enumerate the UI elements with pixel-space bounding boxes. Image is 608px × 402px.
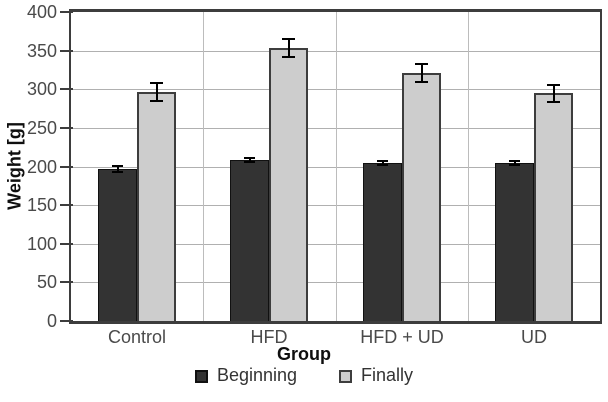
bar-finally-hfd (269, 48, 308, 323)
y-tick-300 (60, 88, 73, 90)
gridline-100 (71, 244, 600, 245)
legend-swatch-finally (339, 370, 353, 383)
error-bar-stem (513, 160, 516, 166)
y-tick-label-50: 50 (36, 272, 57, 292)
category-separator (203, 12, 204, 321)
y-tick-250 (60, 127, 73, 129)
gridline-350 (71, 51, 600, 52)
legend-label: Beginning (216, 365, 298, 385)
gridline-150 (71, 205, 600, 206)
error-bar-finally-ud (547, 84, 560, 103)
y-tick-label-0: 0 (46, 311, 57, 331)
y-tick-label-300: 300 (26, 79, 57, 99)
y-tick-label-400: 400 (26, 2, 57, 22)
gridline-50 (71, 282, 600, 283)
error-bar-finally-control (150, 82, 163, 102)
y-tick-label-350: 350 (26, 41, 57, 61)
error-bar-stem (381, 160, 384, 166)
y-tick-50 (60, 281, 73, 283)
y-tick-0 (60, 320, 73, 322)
legend-item-beginning: Beginning (194, 365, 298, 386)
legend-swatch-beginning (194, 370, 208, 383)
error-bar-finally-hfd-ud (415, 63, 428, 83)
x-tick-label-hfd-ud: HFD + UD (360, 327, 444, 347)
y-tick-350 (60, 50, 73, 52)
bar-beginning-ud (495, 163, 534, 323)
y-tick-label-150: 150 (26, 195, 57, 215)
legend: Beginning Finally (0, 365, 608, 386)
bar-finally-ud (534, 93, 573, 323)
bar-beginning-hfd-ud (363, 163, 402, 323)
plot-right-border (600, 9, 602, 324)
error-bar-beginning-hfd (244, 157, 255, 163)
bar-finally-hfd-ud (402, 73, 441, 323)
error-bar-beginning-ud (509, 160, 520, 166)
y-tick-label-100: 100 (26, 234, 57, 254)
category-separator (468, 12, 469, 321)
x-tick-label-hfd: HFD (250, 327, 288, 347)
legend-label: Finally (361, 365, 414, 385)
category-separator (336, 12, 337, 321)
x-tick-label-ud: UD (521, 327, 547, 347)
y-tick-label-200: 200 (26, 157, 57, 177)
error-bar-stem (287, 38, 290, 58)
bar-finally-control (137, 92, 176, 323)
x-axis-title: Group (277, 344, 331, 364)
y-tick-150 (60, 204, 73, 206)
error-bar-stem (116, 165, 119, 173)
plot-top-border (69, 9, 602, 12)
error-bar-stem (420, 63, 423, 83)
y-tick-label-250: 250 (26, 118, 57, 138)
error-bar-stem (248, 157, 251, 163)
y-tick-200 (60, 166, 73, 168)
error-bar-stem (155, 82, 158, 102)
error-bar-beginning-control (112, 165, 123, 173)
y-tick-400 (60, 11, 73, 13)
y-tick-100 (60, 243, 73, 245)
error-bar-beginning-hfd-ud (377, 160, 388, 166)
gridline-250 (71, 128, 600, 129)
x-tick-label-control: Control (107, 327, 167, 347)
gridline-300 (71, 89, 600, 90)
bar-beginning-control (98, 169, 137, 323)
error-bar-stem (552, 84, 555, 103)
bar-beginning-hfd (230, 160, 269, 323)
x-axis-line (69, 321, 602, 324)
legend-item-finally: Finally (339, 365, 413, 386)
error-bar-finally-hfd (282, 38, 295, 58)
gridline-200 (71, 167, 600, 168)
